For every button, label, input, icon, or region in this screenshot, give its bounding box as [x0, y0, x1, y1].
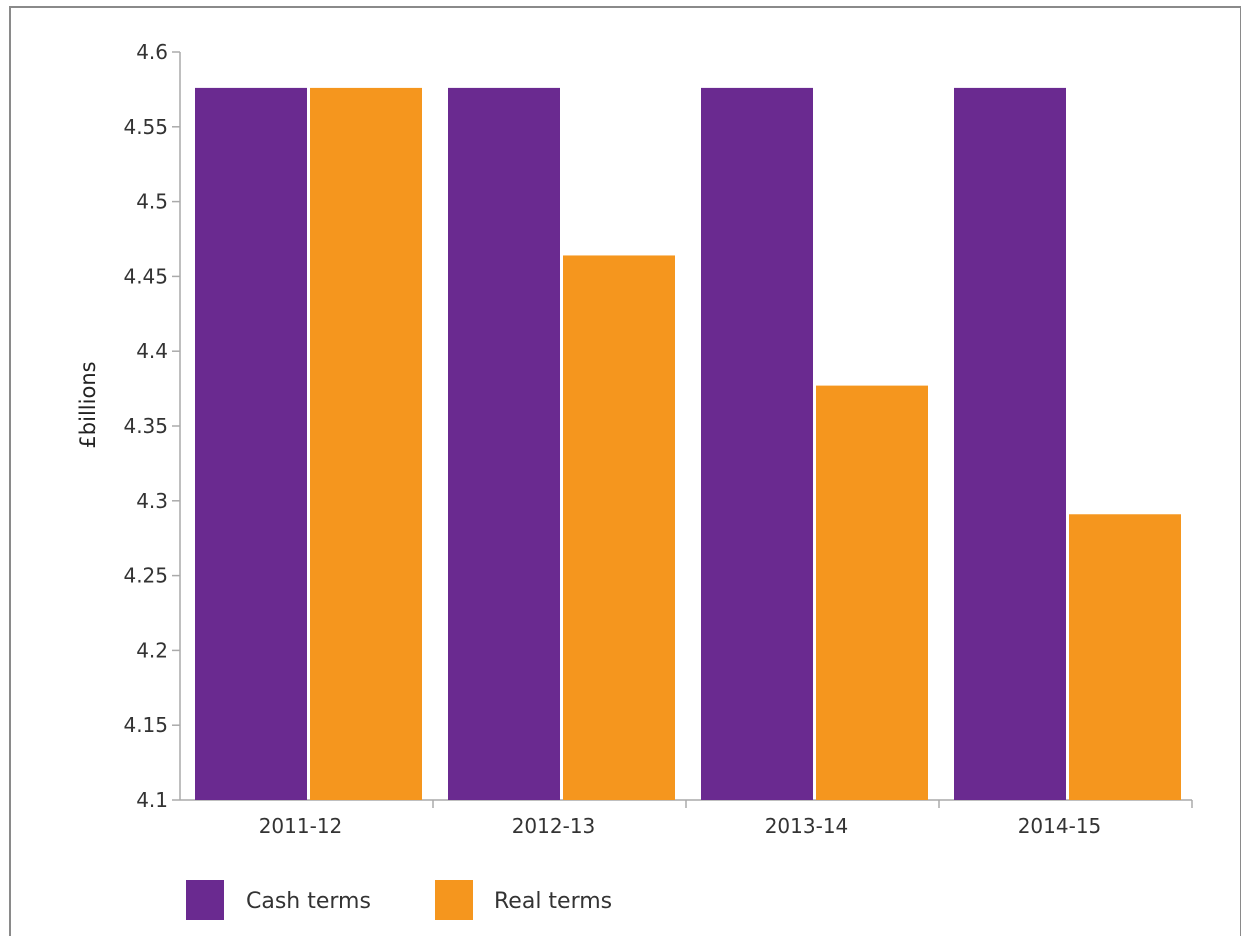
- y-tick-label: 4.1: [136, 788, 168, 812]
- y-tick-label: 4.15: [123, 713, 168, 737]
- y-tick-label: 4.2: [136, 638, 168, 662]
- bar-real-terms-2011-12: [310, 87, 422, 801]
- y-tick-label: 4.3: [136, 489, 168, 513]
- y-tick-label: 4.55: [123, 115, 168, 139]
- bar-real-terms-2013-14: [816, 385, 928, 800]
- bars: [195, 87, 1181, 801]
- bar-cash-terms-2014-15: [954, 87, 1066, 801]
- legend-swatch-real-terms: [435, 880, 473, 920]
- bar-cash-terms-2011-12: [195, 87, 307, 801]
- y-tick-label: 4.25: [123, 564, 168, 588]
- legend-label-real-terms: Real terms: [494, 889, 612, 914]
- y-axis-title: £billions: [76, 361, 100, 448]
- y-tick-label: 4.5: [136, 190, 168, 214]
- bar-real-terms-2012-13: [563, 255, 675, 800]
- y-tick-label: 4.4: [136, 339, 168, 363]
- legend-swatch-cash-terms: [186, 880, 224, 920]
- x-tick-label: 2011-12: [259, 814, 343, 838]
- x-tick-label: 2014-15: [1018, 814, 1102, 838]
- y-tick-label: 4.45: [123, 264, 168, 288]
- legend: Cash terms Real terms: [186, 880, 612, 920]
- legend-label-cash-terms: Cash terms: [246, 889, 371, 914]
- x-tick-label: 2012-13: [512, 814, 596, 838]
- bar-cash-terms-2012-13: [448, 87, 560, 801]
- bar-real-terms-2014-15: [1069, 514, 1181, 800]
- y-axis-ticks: 4.1 4.15 4.2 4.25 4.3 4.35 4.4 4.45 4.5 4.55 4.6: [123, 40, 180, 812]
- y-tick-label: 4.35: [123, 414, 168, 438]
- x-axis-ticks: 2011-12 2012-13 2013-14 2014-15: [259, 800, 1193, 838]
- bar-cash-terms-2013-14: [701, 87, 813, 801]
- x-tick-label: 2013-14: [765, 814, 849, 838]
- y-tick-label: 4.6: [136, 40, 168, 64]
